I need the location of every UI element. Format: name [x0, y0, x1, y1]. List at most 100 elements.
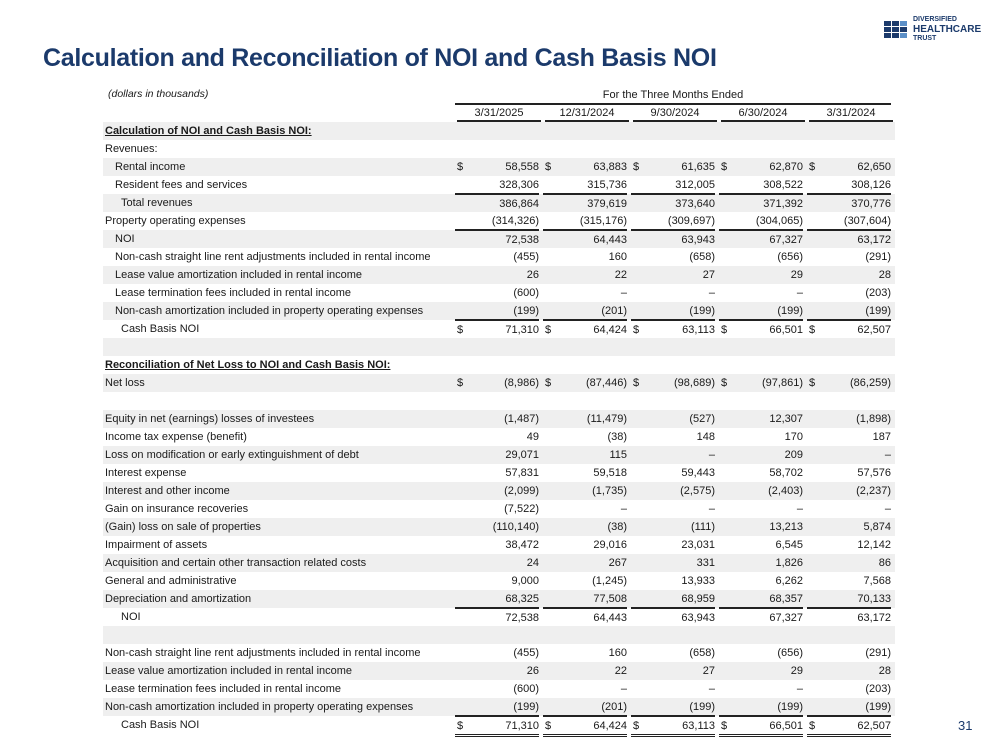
row-label: Cash Basis NOI — [121, 323, 200, 335]
cell-value: – — [884, 449, 891, 461]
currency-symbol: $ — [457, 324, 464, 336]
value-cell: (11,479) — [543, 410, 627, 427]
cell-value: 28 — [878, 269, 891, 281]
cell-value: (199) — [865, 701, 891, 713]
cell-value: 64,443 — [593, 234, 627, 246]
cell-value: 7,568 — [863, 575, 891, 587]
row-label: NOI — [121, 611, 141, 623]
cell-value: 12,142 — [857, 539, 891, 551]
value-cell: (199) — [455, 302, 539, 319]
table-row: Acquisition and certain other transactio… — [103, 554, 895, 572]
value-cell: 267 — [543, 554, 627, 571]
table-row: Non-cash amortization included in proper… — [103, 698, 895, 716]
cell-value: 27 — [702, 269, 715, 281]
cell-value: 59,518 — [593, 467, 627, 479]
cell-value: 62,507 — [857, 720, 891, 732]
value-cell: (199) — [631, 302, 715, 319]
cell-value: (201) — [601, 305, 627, 317]
value-cell: 373,640 — [631, 193, 715, 212]
cell-value: (199) — [689, 701, 715, 713]
value-cell: (2,237) — [807, 482, 891, 499]
cell-value: (656) — [777, 647, 803, 659]
value-cell: 370,776 — [807, 193, 891, 212]
value-cell: 26 — [455, 266, 539, 283]
table-row: (Gain) loss on sale of properties (110,14… — [103, 518, 895, 536]
value-cell: 379,619 — [543, 193, 627, 212]
cell-value: 57,831 — [505, 467, 539, 479]
cell-value: (1,487) — [504, 413, 539, 425]
value-cell: 59,443 — [631, 464, 715, 481]
cell-value: 29 — [790, 665, 803, 677]
value-cell: 315,736 — [543, 176, 627, 193]
cell-value: – — [884, 503, 891, 515]
cell-value: 28 — [878, 665, 891, 677]
cell-value: 148 — [696, 431, 715, 443]
cell-value: 63,113 — [682, 324, 715, 336]
company-logo: DIVERSIFIED HEALTHCARE TRUST — [884, 16, 981, 43]
cell-value: 315,736 — [587, 179, 627, 191]
value-cell: (199) — [719, 698, 803, 715]
cell-value: (656) — [777, 251, 803, 263]
cell-value: (314,326) — [491, 215, 539, 227]
table-row: Gain on insurance recoveries (7,522) – – – – — [103, 500, 895, 518]
value-cell: (309,697) — [631, 212, 715, 229]
table-row: Interest and other income (2,099) (1,735) (… — [103, 482, 895, 500]
row-label: Reconciliation of Net Loss to NOI and Ca… — [105, 359, 391, 371]
cell-value: 72,538 — [505, 234, 539, 246]
cell-value: 170 — [784, 431, 803, 443]
cell-value: 187 — [872, 431, 891, 443]
table-row: Non-cash straight line rent adjustments … — [103, 248, 895, 266]
cell-value: (8,986) — [504, 377, 539, 389]
value-cell: 13,213 — [719, 518, 803, 535]
value-cell: (1,245) — [543, 572, 627, 589]
cell-value: 22 — [614, 269, 627, 281]
cell-value: 328,306 — [499, 179, 539, 191]
cell-value: 71,310 — [505, 720, 539, 732]
table-row: Lease value amortization included in ren… — [103, 266, 895, 284]
value-cell: $64,424 — [543, 715, 627, 737]
cell-value: 29 — [790, 269, 803, 281]
currency-symbol: $ — [721, 720, 728, 732]
value-cell: – — [719, 680, 803, 697]
row-label: Income tax expense (benefit) — [105, 431, 247, 443]
cell-value: – — [796, 683, 803, 695]
cell-value: 64,443 — [593, 612, 627, 624]
cell-value: 68,325 — [505, 593, 539, 605]
period-header: For the Three Months Ended — [455, 89, 891, 105]
column-header: 9/30/2024 — [633, 107, 717, 122]
value-cell: (656) — [719, 644, 803, 661]
cell-value: (203) — [865, 683, 891, 695]
cell-value: 64,424 — [593, 720, 627, 732]
cell-value: (199) — [513, 305, 539, 317]
table-row: Equity in net (earnings) losses of inves… — [103, 410, 895, 428]
value-cell: (201) — [543, 698, 627, 715]
currency-symbol: $ — [457, 161, 464, 173]
table-row: Lease value amortization included in ren… — [103, 662, 895, 680]
cell-value: 27 — [702, 665, 715, 677]
row-label: Calculation of NOI and Cash Basis NOI: — [105, 125, 312, 137]
value-cell: 22 — [543, 266, 627, 283]
value-cell: 187 — [807, 428, 891, 445]
cell-value: 63,943 — [681, 612, 715, 624]
value-cell: 58,702 — [719, 464, 803, 481]
value-cell: 29 — [719, 266, 803, 283]
cell-value: (111) — [690, 521, 715, 533]
value-cell: (199) — [631, 698, 715, 715]
cell-value: (307,604) — [843, 215, 891, 227]
value-cell: $ (8,986) — [455, 374, 539, 391]
cell-value: 63,943 — [681, 234, 715, 246]
table-row: NOI 72,538 64,443 63,943 67,327 63,172 — [103, 607, 895, 626]
cell-value: 66,501 — [769, 324, 803, 336]
value-cell: (291) — [807, 644, 891, 661]
cell-value: (600) — [513, 683, 539, 695]
cell-value: (1,898) — [856, 413, 891, 425]
cell-value: 386,864 — [499, 198, 539, 210]
cell-value: 308,522 — [763, 179, 803, 191]
cell-value: – — [708, 683, 715, 695]
cell-value: 160 — [608, 647, 627, 659]
cell-value: 63,883 — [593, 161, 627, 173]
value-cell: 64,443 — [543, 607, 627, 626]
value-cell: (1,735) — [543, 482, 627, 499]
value-cell: 12,142 — [807, 536, 891, 553]
table-row: Non-cash straight line rent adjustments … — [103, 644, 895, 662]
